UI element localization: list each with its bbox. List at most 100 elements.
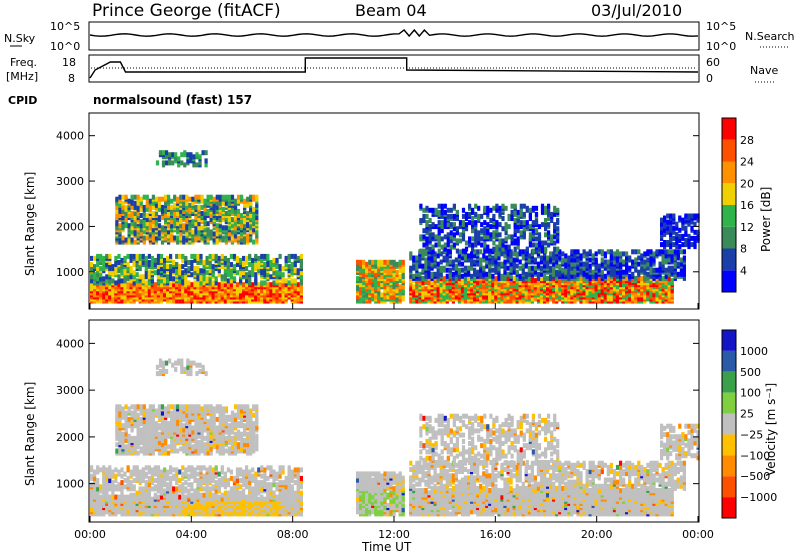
- echo-cell: [167, 194, 171, 200]
- echo-cell: [464, 240, 469, 246]
- echo-cell: [167, 223, 171, 229]
- echo-cell: [649, 257, 653, 263]
- echo-cell: [239, 494, 243, 500]
- echo-cell: [544, 232, 548, 238]
- echo-cell: [582, 249, 586, 255]
- echo-cell: [211, 264, 215, 270]
- echo-cell: [266, 262, 270, 267]
- echo-cell: [556, 218, 560, 223]
- echo-cell: [457, 249, 461, 255]
- echo-cell: [371, 286, 375, 292]
- echo-cell: [445, 292, 449, 298]
- echo-cell: [296, 255, 300, 261]
- y-tick-label: 3000: [56, 175, 84, 188]
- echo-cell: [175, 268, 179, 274]
- echo-cell: [491, 273, 495, 279]
- echo-cell: [425, 228, 429, 234]
- echo-cell: [573, 253, 577, 259]
- echo-cell: [141, 260, 145, 265]
- echo-cell: [525, 205, 529, 211]
- nsky-panel-frame: [88, 21, 700, 51]
- echo-cell: [200, 235, 204, 241]
- echo-cell: [105, 253, 109, 259]
- echo-cell: [547, 222, 551, 228]
- echo-cell: [553, 222, 557, 228]
- echo-cell: [501, 246, 505, 252]
- echo-cell: [223, 255, 227, 261]
- echo-cell: [544, 246, 548, 252]
- echo-cell: [500, 294, 504, 300]
- echo-cell: [117, 253, 121, 259]
- echo-cell: [494, 276, 498, 282]
- echo-cell: [232, 276, 237, 282]
- echo-cell: [594, 257, 598, 263]
- echo-cell: [217, 272, 221, 278]
- echo-cell: [631, 271, 635, 277]
- echo-cell: [293, 278, 297, 284]
- echo-cell: [272, 280, 276, 286]
- echo-cell: [440, 203, 444, 209]
- echo-cell: [536, 271, 541, 277]
- echo-cell: [184, 288, 188, 294]
- echo-cell: [245, 260, 249, 265]
- echo-cell: [437, 203, 441, 209]
- echo-cell: [455, 209, 459, 215]
- echo-cell: [164, 208, 168, 214]
- echo-cell: [452, 226, 456, 232]
- echo-cell: [208, 268, 212, 274]
- nsearch-tick-bottom: 10^0: [706, 40, 736, 53]
- echo-cell: [184, 276, 188, 282]
- echo-cell: [446, 232, 450, 238]
- echo-cell: [507, 213, 511, 219]
- echo-cell: [660, 217, 664, 223]
- echo-cell: [199, 253, 203, 259]
- echo-cell: [389, 294, 393, 300]
- echo-cell: [537, 232, 542, 238]
- echo-cell: [690, 242, 694, 248]
- echo-cell: [419, 248, 423, 254]
- echo-cell: [145, 217, 149, 223]
- echo-cell: [392, 282, 396, 288]
- echo-cell: [687, 238, 691, 243]
- echo-cell: [93, 292, 97, 298]
- echo-cell: [240, 194, 244, 200]
- echo-cell: [359, 259, 363, 265]
- echo-cell: [492, 234, 496, 240]
- echo-cell: [625, 251, 629, 257]
- echo-cell: [477, 234, 481, 240]
- echo-cell: [185, 204, 189, 210]
- echo-cell: [185, 231, 189, 237]
- echo-cell: [142, 204, 146, 210]
- echo-cell: [132, 270, 136, 276]
- echo-cell: [498, 211, 502, 217]
- echo-cell: [600, 269, 604, 275]
- nave-tick-bottom: 0: [706, 72, 713, 85]
- echo-cell: [197, 217, 201, 223]
- echo-cell: [675, 240, 679, 245]
- cpid-label: CPID: [8, 94, 37, 107]
- echo-cell: [553, 240, 557, 246]
- echo-cell: [625, 269, 629, 275]
- echo-cell: [634, 257, 638, 263]
- echo-cell: [220, 496, 224, 502]
- echo-cell: [108, 494, 112, 500]
- echo-cell: [682, 267, 686, 273]
- echo-cell: [480, 228, 484, 234]
- freq-label: Freq.: [10, 56, 37, 69]
- echo-cell: [196, 280, 200, 286]
- echo-cell: [209, 235, 213, 241]
- echo-cell: [197, 194, 201, 200]
- echo-cell: [386, 263, 390, 269]
- echo-cell: [547, 209, 551, 215]
- echo-cell: [254, 276, 258, 282]
- echo-cell: [141, 253, 145, 259]
- echo-cell: [418, 259, 422, 265]
- echo-cell: [169, 282, 173, 288]
- echo-cell: [120, 494, 124, 500]
- echo-cell: [588, 267, 592, 273]
- echo-cell: [172, 276, 176, 282]
- echo-cell: [121, 223, 125, 229]
- colorbar-swatch: [722, 183, 736, 205]
- echo-cell: [519, 203, 523, 209]
